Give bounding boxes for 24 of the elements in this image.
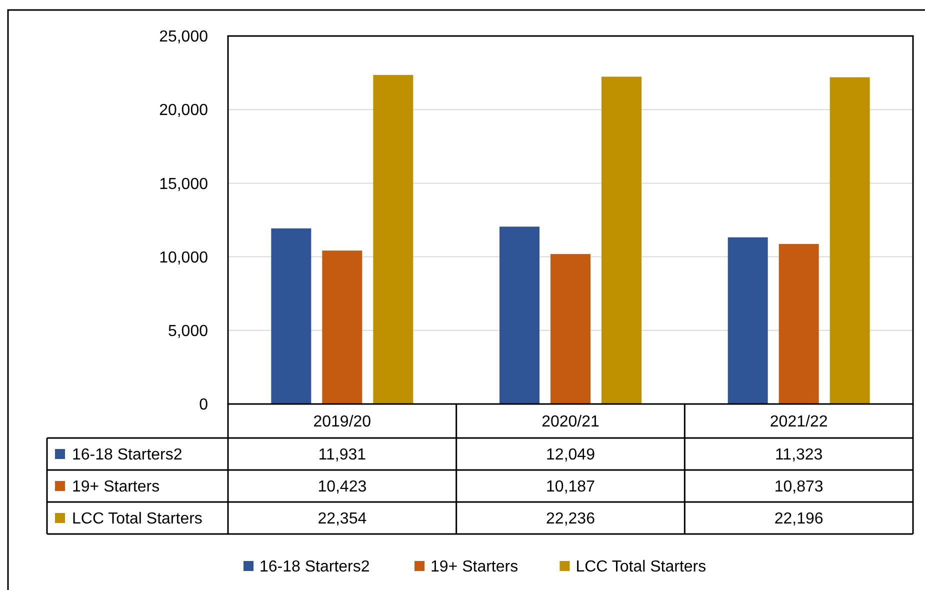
data-label: 12,049	[546, 446, 596, 464]
legend-label: 16-18 Starters2	[72, 446, 182, 464]
x-tick-label: 2020/21	[542, 414, 600, 431]
text: 19+ Starters	[72, 478, 160, 496]
y-tick-label: 5,000	[168, 323, 208, 340]
data-label: 11,323	[774, 446, 823, 464]
x-tick-label: 2019/20	[313, 414, 372, 431]
x-tick-label: 2021/22	[770, 414, 828, 431]
data-label: 22,196	[774, 510, 824, 528]
text: LCC Total Starters	[72, 510, 202, 528]
data-label: 10,187	[546, 478, 596, 496]
y-tick-label: 0	[199, 396, 208, 414]
data-label: 22,354	[318, 510, 367, 528]
data-label: 10,873	[774, 478, 824, 496]
text: 16-18 Starters2	[260, 558, 370, 576]
legend-label: LCC Total Starters	[576, 558, 706, 576]
y-tick-label: 20,000	[159, 102, 208, 120]
y-tick-label: 15,000	[159, 176, 208, 193]
y-tick-label: 10,000	[159, 249, 208, 266]
legend-label: 19+ Starters	[430, 558, 518, 576]
y-tick-label: 25,000	[159, 28, 208, 46]
data-label: 22,236	[546, 510, 596, 528]
data-label: 11,931	[318, 446, 366, 464]
data-label: 10,423	[318, 478, 367, 496]
